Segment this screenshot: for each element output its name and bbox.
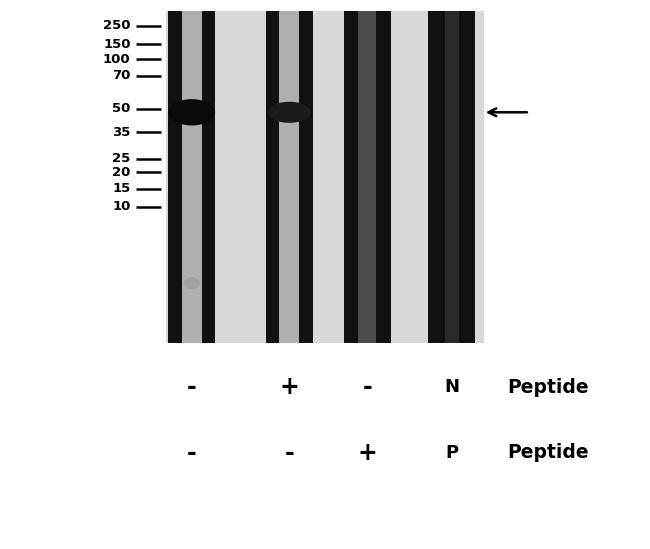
Ellipse shape bbox=[268, 102, 311, 123]
Text: +: + bbox=[280, 375, 299, 399]
Text: -: - bbox=[187, 441, 196, 465]
Bar bbox=[266, 11, 313, 343]
Text: -: - bbox=[187, 375, 196, 399]
Bar bbox=[166, 11, 484, 343]
Bar bbox=[344, 11, 391, 343]
Text: 150: 150 bbox=[103, 38, 131, 51]
Text: -: - bbox=[362, 375, 372, 399]
Ellipse shape bbox=[183, 277, 200, 289]
Text: N: N bbox=[444, 378, 460, 396]
Text: 20: 20 bbox=[112, 166, 131, 178]
Bar bbox=[168, 11, 215, 343]
Bar bbox=[445, 11, 459, 343]
Text: Peptide: Peptide bbox=[507, 444, 589, 462]
Text: 10: 10 bbox=[112, 200, 131, 214]
Text: -: - bbox=[285, 441, 294, 465]
Bar bbox=[280, 11, 299, 343]
Bar bbox=[428, 11, 475, 343]
Bar bbox=[182, 11, 202, 343]
Text: 70: 70 bbox=[112, 69, 131, 82]
Bar bbox=[358, 11, 376, 343]
Text: 100: 100 bbox=[103, 53, 131, 66]
Text: 25: 25 bbox=[112, 152, 131, 165]
Text: Peptide: Peptide bbox=[507, 378, 589, 396]
Text: +: + bbox=[358, 441, 377, 465]
Ellipse shape bbox=[168, 99, 215, 126]
Text: 15: 15 bbox=[112, 182, 131, 195]
Text: 50: 50 bbox=[112, 103, 131, 115]
Text: 250: 250 bbox=[103, 19, 131, 32]
Text: 35: 35 bbox=[112, 126, 131, 139]
Text: P: P bbox=[445, 444, 458, 462]
